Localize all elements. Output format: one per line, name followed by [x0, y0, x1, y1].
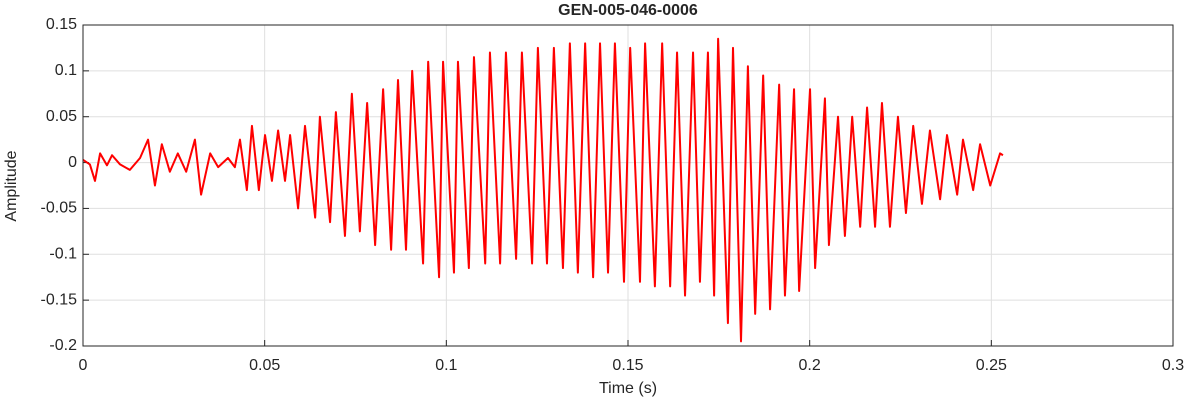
y-axis-label: Amplitude	[3, 150, 20, 221]
plot-frame	[82, 24, 1174, 347]
x-axis-label: Time (s)	[599, 380, 657, 397]
y-tick-label: 0.15	[46, 16, 77, 33]
y-tick-label: 0.1	[55, 62, 77, 79]
y-tick-label: -0.15	[41, 291, 78, 308]
x-tick-label: 0.15	[612, 357, 643, 374]
chart-title: GEN-005-046-0006	[558, 2, 698, 19]
x-tick-label: 0.1	[435, 357, 457, 374]
x-tick-label: 0.2	[799, 357, 821, 374]
x-tick-label: 0.3	[1162, 357, 1184, 374]
x-tick-label: 0.25	[976, 357, 1007, 374]
y-tick-label: -0.2	[49, 337, 77, 354]
x-tick-label: 0.05	[249, 357, 280, 374]
x-tick-label: 0	[79, 357, 88, 374]
y-tick-label: 0.05	[46, 108, 77, 125]
y-tick-label: -0.1	[49, 246, 77, 263]
y-tick-label: 0	[68, 154, 77, 171]
signal-line	[82, 37, 1004, 343]
y-tick-label: -0.05	[41, 200, 78, 217]
